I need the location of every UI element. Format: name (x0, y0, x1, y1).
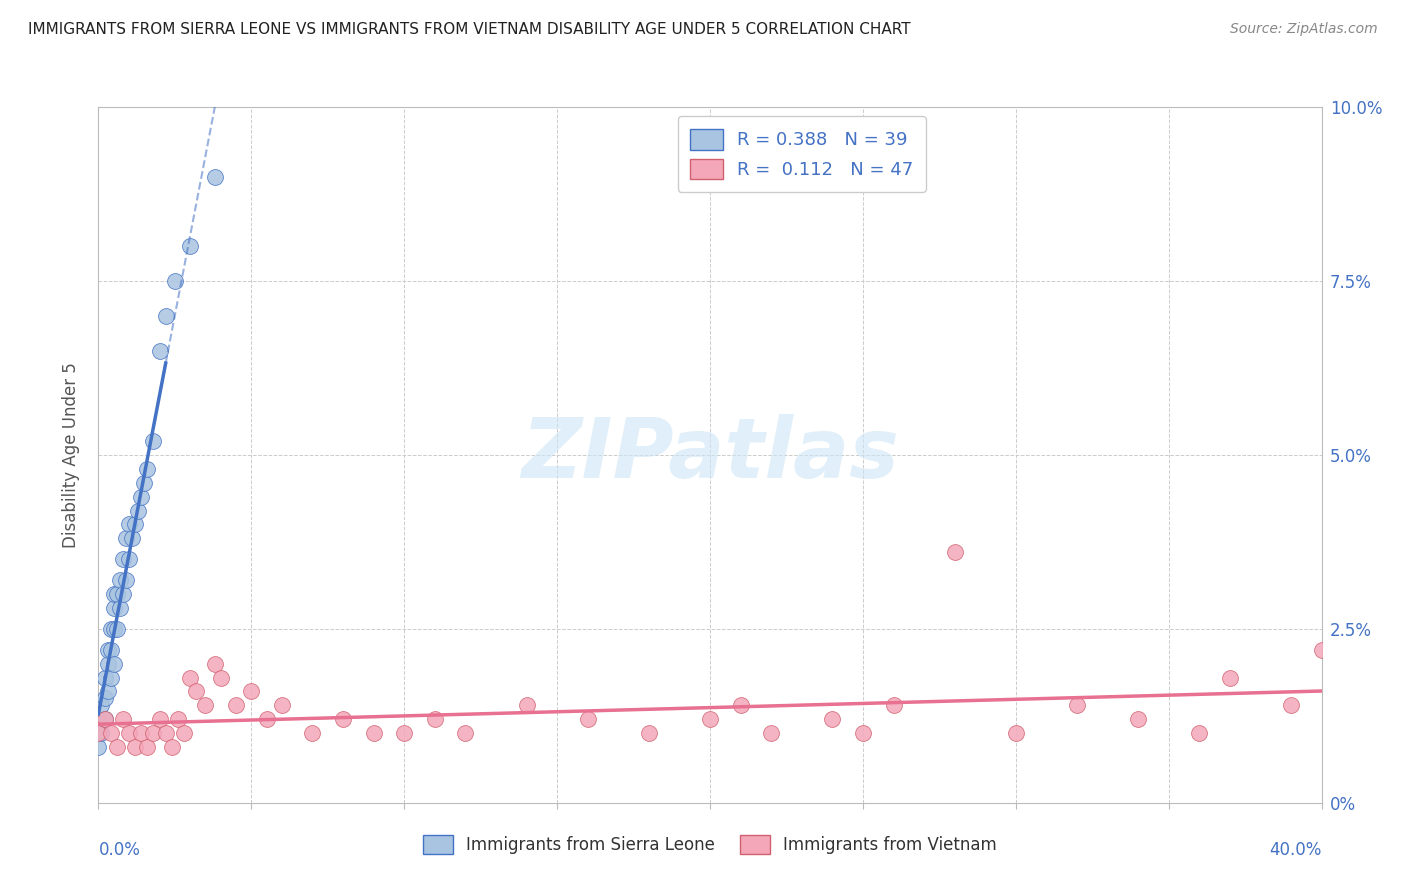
Point (392, 726, 416, 740)
Point (699, 712, 721, 726)
Point (730, 698, 752, 713)
Point (204, 657, 226, 671)
Point (93, 712, 115, 726)
Point (100, 642, 122, 657)
Point (163, 274, 186, 288)
Point (118, 517, 141, 532)
Point (105, 740, 128, 755)
Point (301, 726, 323, 740)
Point (124, 517, 146, 532)
Point (134, 475, 156, 490)
Point (93, 691, 115, 706)
Point (637, 726, 661, 740)
Point (423, 712, 446, 726)
Point (87, 712, 110, 726)
Point (576, 712, 599, 726)
Point (516, 698, 538, 713)
Point (149, 712, 172, 726)
Point (883, 698, 905, 713)
Point (111, 712, 134, 726)
Point (186, 684, 208, 698)
Point (167, 712, 190, 726)
Point (155, 309, 177, 323)
Point (115, 532, 138, 546)
Text: ZIPatlas: ZIPatlas (522, 415, 898, 495)
Point (852, 726, 875, 740)
Point (105, 587, 128, 601)
Point (90, 698, 112, 713)
Point (100, 622, 122, 636)
Point (87, 726, 110, 740)
Point (127, 503, 149, 517)
Point (256, 712, 278, 726)
Point (115, 573, 138, 587)
Point (103, 601, 125, 615)
Point (93, 712, 115, 726)
Point (111, 587, 134, 601)
Point (129, 490, 152, 504)
Point (1128, 712, 1150, 726)
Point (90, 726, 112, 740)
Point (108, 601, 131, 615)
Point (121, 532, 143, 546)
Point (100, 671, 122, 685)
Point (1310, 642, 1333, 657)
Point (136, 740, 159, 755)
Point (225, 698, 247, 713)
Point (100, 726, 122, 740)
Point (155, 726, 177, 740)
Y-axis label: Disability Age Under 5: Disability Age Under 5 (62, 362, 80, 548)
Point (129, 726, 152, 740)
Point (204, 169, 226, 184)
Point (1279, 698, 1302, 713)
Point (97, 657, 120, 671)
Point (93, 671, 115, 685)
Point (1219, 671, 1241, 685)
Point (108, 573, 131, 587)
Point (1066, 698, 1088, 713)
Point (943, 545, 966, 559)
Point (103, 587, 125, 601)
Point (97, 642, 120, 657)
Point (136, 462, 159, 476)
Point (142, 434, 165, 448)
Point (149, 343, 172, 358)
Point (363, 726, 385, 740)
Legend: Immigrants from Sierra Leone, Immigrants from Vietnam: Immigrants from Sierra Leone, Immigrants… (416, 828, 1004, 861)
Point (124, 740, 146, 755)
Point (105, 622, 128, 636)
Point (332, 712, 354, 726)
Point (240, 684, 263, 698)
Point (118, 726, 141, 740)
Point (118, 552, 141, 566)
Text: Source: ZipAtlas.com: Source: ZipAtlas.com (1230, 22, 1378, 37)
Point (1004, 726, 1026, 740)
Point (179, 671, 201, 685)
Point (209, 671, 232, 685)
Point (759, 726, 782, 740)
Point (142, 726, 165, 740)
Point (1188, 726, 1211, 740)
Text: 0.0%: 0.0% (98, 841, 141, 859)
Point (87, 740, 110, 755)
Point (160, 740, 183, 755)
Point (270, 698, 292, 713)
Text: IMMIGRANTS FROM SIERRA LEONE VS IMMIGRANTS FROM VIETNAM DISABILITY AGE UNDER 5 C: IMMIGRANTS FROM SIERRA LEONE VS IMMIGRAN… (28, 22, 911, 37)
Point (821, 712, 844, 726)
Text: 40.0%: 40.0% (1270, 841, 1322, 859)
Point (173, 726, 195, 740)
Point (111, 552, 134, 566)
Point (103, 657, 125, 671)
Point (103, 622, 125, 636)
Point (454, 726, 477, 740)
Point (179, 239, 201, 253)
Point (97, 684, 120, 698)
Point (194, 698, 217, 713)
